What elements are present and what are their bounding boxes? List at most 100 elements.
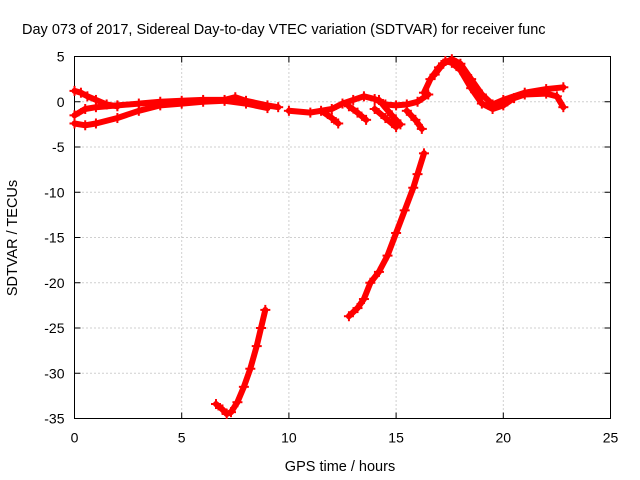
data-point — [112, 113, 123, 124]
data-point — [558, 102, 569, 113]
data-point — [69, 85, 80, 96]
data-point — [361, 114, 372, 125]
x-tick-label: 20 — [496, 430, 512, 446]
data-point — [466, 74, 477, 85]
data-point — [418, 148, 429, 159]
data-point — [352, 303, 363, 314]
data-point — [316, 105, 327, 116]
data-point — [256, 323, 267, 333]
chart-title: Day 073 of 2017, Sidereal Day-to-day VTE… — [22, 22, 546, 38]
series-mid-drop-5 — [373, 94, 406, 130]
data-point — [69, 118, 80, 129]
data-point — [348, 94, 359, 105]
data-point — [418, 87, 429, 98]
data-point — [273, 102, 284, 113]
data-point — [251, 341, 262, 352]
series-rising-curve — [343, 148, 429, 322]
data-point — [519, 87, 530, 98]
series-main-band-c — [69, 85, 123, 112]
series-peak-band-b — [429, 54, 569, 110]
series-mid-drop-1 — [316, 105, 344, 129]
x-tick-label: 25 — [603, 430, 619, 446]
y-tick-label: -25 — [44, 320, 64, 336]
data-point — [232, 397, 243, 408]
data-point — [245, 363, 256, 374]
x-tick-label: 15 — [388, 430, 404, 446]
data-point — [219, 95, 230, 106]
data-point — [412, 96, 423, 107]
data-point — [412, 169, 423, 180]
data-point — [101, 99, 112, 110]
data-point — [498, 94, 509, 105]
y-tick-label: -35 — [44, 411, 64, 427]
y-tick-label: 0 — [57, 94, 65, 110]
series-mid-drop-3 — [369, 103, 402, 133]
series-line — [345, 150, 427, 320]
grid-layer — [74, 56, 611, 419]
data-point — [226, 407, 237, 418]
data-point — [343, 311, 354, 322]
data-point — [90, 94, 101, 105]
data-point — [399, 205, 410, 216]
x-tick-label: 0 — [71, 430, 79, 446]
data-point — [358, 91, 369, 102]
series-low-curve — [211, 304, 271, 419]
data-point — [380, 113, 391, 124]
data-point — [260, 304, 271, 315]
data-point — [416, 123, 427, 134]
y-tick-label: -30 — [44, 365, 64, 381]
data-point — [211, 399, 222, 410]
data-point — [326, 113, 337, 124]
tick-layer: 0 5 10 15 20 25 5 0 -5 -10 -15 -20 -25 -30 -35 — [44, 49, 618, 446]
data-point — [283, 105, 294, 116]
series-layer — [69, 54, 569, 419]
data-point — [408, 182, 419, 193]
series-main-band-b — [69, 95, 273, 131]
data-point — [82, 91, 93, 102]
data-point — [429, 69, 440, 80]
data-point — [446, 54, 457, 65]
x-tick-label: 5 — [178, 430, 186, 446]
data-point — [343, 101, 354, 112]
x-axis-label: GPS time / hours — [285, 459, 395, 475]
data-point — [382, 250, 393, 261]
series-mid-drop-4 — [401, 105, 427, 134]
data-point — [369, 103, 380, 114]
data-point — [241, 98, 252, 109]
data-point — [551, 91, 562, 102]
data-point — [476, 89, 487, 100]
y-tick-label: -5 — [52, 139, 65, 155]
data-point — [373, 266, 384, 277]
y-tick-label: -15 — [44, 230, 64, 246]
data-point — [410, 114, 421, 125]
data-point — [358, 294, 369, 305]
data-point — [262, 103, 273, 114]
data-point — [112, 101, 123, 112]
series-mid-drop-2 — [343, 101, 372, 125]
data-point — [455, 58, 466, 69]
data-point — [386, 110, 397, 121]
data-point — [176, 98, 187, 109]
data-point — [487, 99, 498, 110]
data-point — [133, 105, 144, 116]
data-point — [365, 277, 376, 288]
data-point — [90, 118, 101, 129]
data-point — [80, 120, 91, 131]
data-point — [238, 381, 249, 392]
data-point — [305, 107, 316, 118]
data-point — [391, 100, 402, 111]
data-point — [438, 58, 449, 69]
data-point — [337, 98, 348, 109]
data-point — [80, 103, 91, 114]
data-point — [198, 96, 209, 107]
y-tick-label: 5 — [57, 49, 65, 65]
y-tick-label: -10 — [44, 184, 64, 200]
data-point — [401, 105, 412, 116]
data-point — [395, 119, 406, 130]
data-point — [326, 103, 337, 114]
data-point — [541, 84, 552, 95]
y-tick-label: -20 — [44, 275, 64, 291]
data-point — [373, 94, 384, 105]
